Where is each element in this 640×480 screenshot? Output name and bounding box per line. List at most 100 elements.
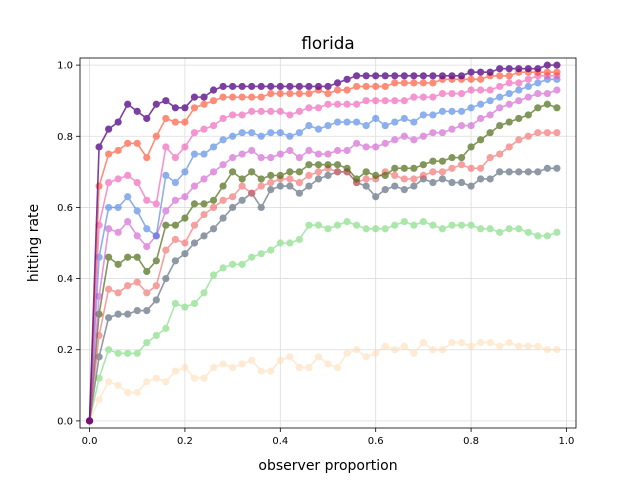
data-point — [171, 235, 179, 244]
x-tick-label: 0.8 — [463, 436, 479, 447]
data-point — [181, 118, 189, 126]
data-point — [515, 136, 523, 144]
data-point — [295, 129, 303, 137]
data-point — [143, 307, 151, 315]
y-tick-label: 0.8 — [57, 132, 73, 143]
data-point — [267, 89, 275, 98]
data-point — [114, 228, 122, 236]
data-point — [429, 79, 437, 87]
data-point — [248, 129, 256, 137]
data-point — [410, 72, 418, 80]
data-point — [114, 310, 122, 318]
data-point — [553, 61, 561, 69]
x-tick-label: 0.6 — [368, 436, 384, 447]
data-point — [524, 82, 532, 91]
series-10 — [85, 61, 561, 425]
data-point — [343, 146, 351, 155]
data-point — [419, 339, 427, 347]
data-point — [438, 346, 447, 354]
data-point — [219, 196, 227, 204]
data-point — [267, 367, 275, 375]
data-point — [524, 65, 532, 73]
data-point — [524, 168, 532, 176]
data-point — [114, 381, 122, 389]
data-point — [353, 139, 361, 147]
data-point — [496, 82, 504, 91]
data-point — [553, 164, 561, 172]
data-point — [152, 200, 160, 208]
data-point — [295, 363, 303, 372]
data-point — [534, 342, 542, 350]
data-point — [543, 346, 551, 354]
data-point — [276, 171, 284, 179]
data-point — [286, 168, 294, 176]
data-point — [534, 232, 542, 240]
data-point — [467, 68, 475, 76]
data-point — [362, 182, 370, 190]
data-point — [95, 374, 103, 382]
data-point — [543, 129, 551, 137]
data-point — [534, 104, 542, 112]
data-point — [457, 154, 466, 162]
data-point — [343, 164, 351, 172]
data-point — [162, 143, 170, 151]
data-point — [209, 196, 218, 204]
data-point — [305, 363, 313, 372]
data-point — [333, 221, 342, 229]
data-point — [257, 203, 265, 212]
data-point — [295, 89, 303, 98]
data-point — [209, 86, 218, 94]
data-point — [124, 282, 132, 290]
data-point — [314, 125, 323, 133]
data-point — [419, 93, 427, 101]
data-point — [209, 225, 218, 233]
data-point — [324, 161, 332, 169]
data-point — [133, 307, 141, 315]
data-point — [496, 72, 504, 80]
data-point — [419, 79, 427, 87]
data-point — [219, 114, 227, 123]
data-point — [448, 89, 456, 98]
data-point — [143, 225, 151, 233]
data-point — [105, 285, 113, 293]
data-point — [133, 178, 141, 187]
data-point — [381, 186, 389, 194]
data-point — [505, 225, 513, 233]
data-point — [105, 346, 113, 354]
data-point — [257, 175, 265, 183]
data-point — [124, 388, 132, 397]
data-point — [257, 367, 265, 375]
data-point — [209, 143, 218, 151]
data-point — [515, 225, 523, 233]
data-point — [314, 161, 323, 169]
data-point — [543, 89, 551, 98]
data-point — [181, 214, 189, 222]
data-point — [152, 257, 160, 265]
data-point — [295, 178, 303, 187]
data-point — [343, 100, 351, 108]
data-point — [372, 82, 380, 91]
data-point — [114, 175, 122, 183]
data-point — [276, 107, 284, 115]
data-point — [305, 182, 313, 190]
data-point — [419, 72, 427, 80]
data-point — [486, 225, 494, 233]
data-point — [190, 93, 199, 101]
data-point — [257, 93, 265, 101]
data-point — [95, 182, 103, 190]
data-point — [372, 143, 380, 151]
data-point — [314, 150, 323, 158]
data-point — [429, 111, 437, 119]
data-point — [162, 246, 170, 254]
data-point — [305, 82, 313, 91]
data-point — [496, 93, 504, 101]
data-point — [553, 68, 561, 76]
data-point — [457, 122, 466, 130]
series-9 — [85, 68, 561, 425]
data-point — [400, 342, 408, 350]
data-point — [257, 132, 265, 140]
data-point — [381, 72, 389, 80]
data-point — [181, 143, 189, 151]
data-point — [372, 72, 380, 80]
data-point — [391, 171, 399, 179]
